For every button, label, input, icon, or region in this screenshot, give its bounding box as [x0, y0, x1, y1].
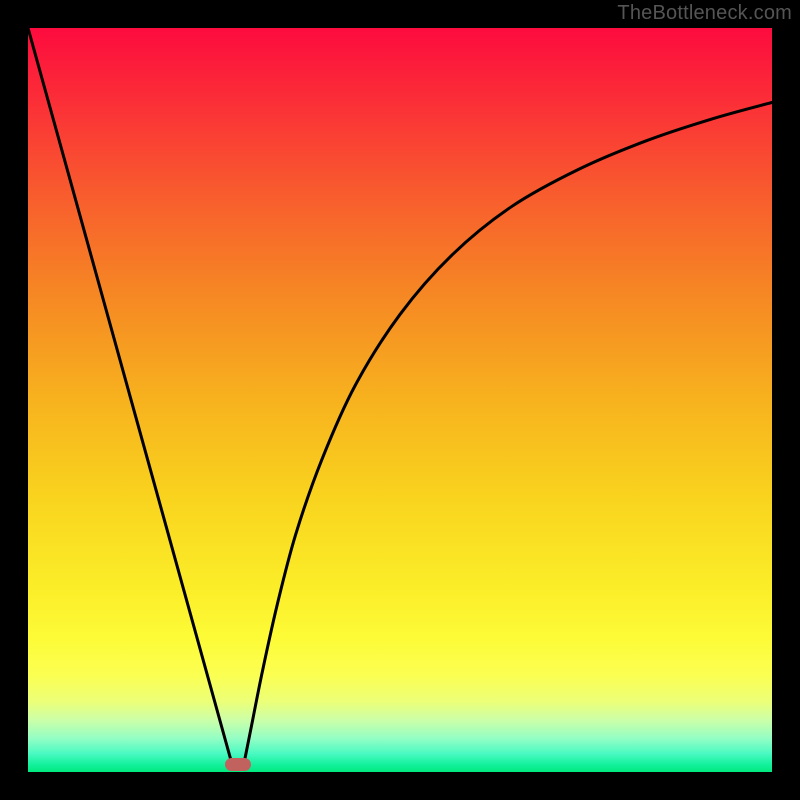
optimum-marker	[225, 758, 251, 771]
curve-right-branch	[245, 102, 772, 760]
plot-area	[28, 28, 772, 772]
chart-frame: TheBottleneck.com	[0, 0, 800, 800]
watermark-text: TheBottleneck.com	[617, 2, 792, 25]
bottleneck-curve	[28, 28, 772, 772]
curve-left-branch	[28, 28, 231, 761]
